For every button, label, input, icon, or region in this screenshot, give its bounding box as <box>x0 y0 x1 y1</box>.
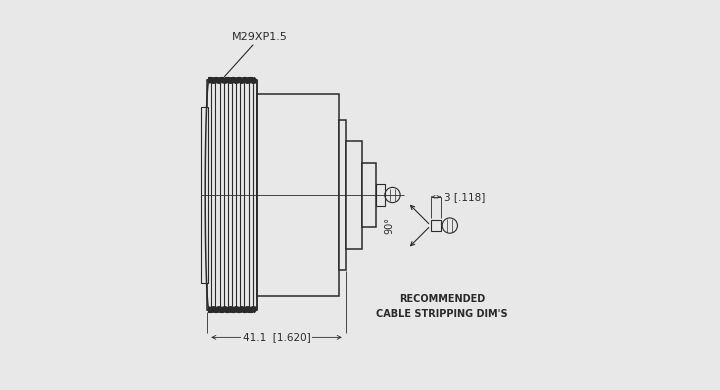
Bar <box>377 184 385 206</box>
Bar <box>207 80 257 310</box>
Text: 41.1  [1.620]: 41.1 [1.620] <box>243 332 310 342</box>
Text: 3 [.118]: 3 [.118] <box>444 192 486 202</box>
Bar <box>346 142 362 248</box>
Text: M29XP1.5: M29XP1.5 <box>225 32 288 76</box>
Text: 90°: 90° <box>384 217 395 234</box>
Bar <box>339 121 346 269</box>
Bar <box>257 94 339 296</box>
Bar <box>431 220 441 231</box>
Bar <box>202 107 208 283</box>
Text: RECOMMENDED
CABLE STRIPPING DIM'S: RECOMMENDED CABLE STRIPPING DIM'S <box>377 294 508 319</box>
Bar <box>362 163 377 227</box>
